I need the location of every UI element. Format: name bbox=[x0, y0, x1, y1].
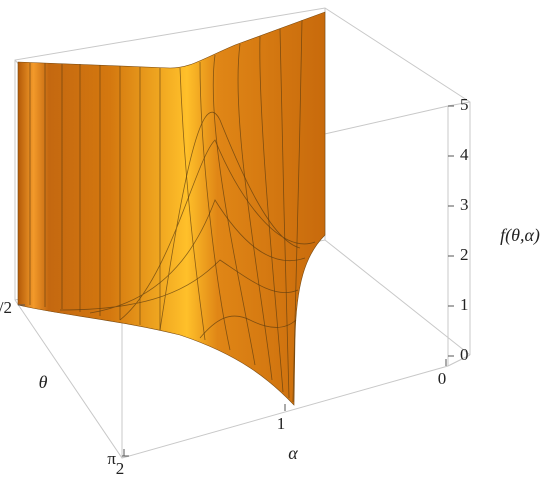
surface bbox=[17, 11, 326, 406]
z-tick-label: 3 bbox=[460, 195, 469, 214]
z-tick-label: 1 bbox=[460, 295, 469, 314]
z-axis-label: f(θ,α) bbox=[500, 225, 540, 246]
z-tick-label: 0 bbox=[460, 345, 469, 364]
x-axis-label: α bbox=[288, 443, 298, 463]
y-tick-label: π bbox=[107, 449, 116, 468]
z-tick-label: 4 bbox=[460, 145, 469, 164]
x-tick-label: 1 bbox=[277, 414, 286, 433]
z-tick-label: 5 bbox=[460, 95, 469, 114]
y-axis-label: θ bbox=[39, 372, 48, 392]
x-tick-label: 0 bbox=[438, 369, 447, 388]
z-tick-label: 2 bbox=[460, 245, 469, 264]
y-tick-label: π/2 bbox=[0, 298, 12, 317]
x-tick-label: 2 bbox=[116, 459, 125, 478]
